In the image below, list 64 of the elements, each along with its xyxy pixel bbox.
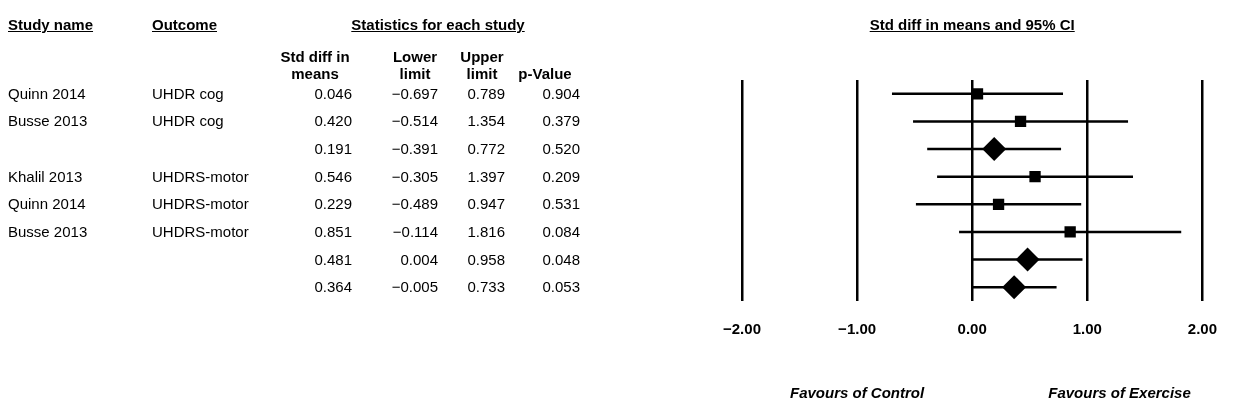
- text: 0.084: [542, 222, 580, 240]
- text: 0.229: [314, 195, 352, 213]
- text: 0.004: [400, 250, 438, 268]
- text: −0.005: [391, 278, 438, 296]
- text: Statistics for each study: [350, 16, 526, 33]
- text: UHDR cog: [152, 112, 224, 130]
- text: 0.046: [314, 84, 352, 102]
- x-tick-label: 0.00: [957, 320, 987, 338]
- text: −0.489: [391, 195, 438, 213]
- text: Quinn 2014: [8, 195, 86, 213]
- text: Std diff in means: [279, 48, 351, 82]
- text: UHDRS-motor: [152, 167, 249, 185]
- text: UHDRS-motor: [152, 222, 249, 240]
- text: 0.048: [542, 250, 580, 268]
- text: Khalil 2013: [8, 167, 83, 185]
- chart-title: Std diff in means and 95% CI: [868, 16, 1076, 33]
- text: 0.364: [314, 278, 352, 296]
- text: 0.947: [467, 195, 505, 213]
- point: [982, 137, 1007, 162]
- text: 0.531: [542, 195, 580, 213]
- text: 0.958: [467, 250, 505, 268]
- text: Lower limit: [391, 48, 439, 82]
- text: −0.391: [391, 140, 438, 158]
- text: Study name: [8, 16, 94, 33]
- text: Busse 2013: [8, 222, 88, 240]
- text: 0.420: [314, 112, 352, 130]
- text: 0.772: [467, 140, 505, 158]
- text: 0.379: [542, 112, 580, 130]
- text: −0.697: [391, 84, 438, 102]
- text: 0.191: [314, 140, 352, 158]
- text: −0.514: [391, 112, 438, 130]
- text: 1.397: [467, 167, 505, 185]
- text: 0.733: [467, 278, 505, 296]
- text: UHDR cog: [152, 84, 224, 102]
- text: UHDRS-motor: [152, 195, 249, 213]
- point: [1064, 226, 1076, 238]
- text: 0.851: [314, 222, 352, 240]
- text: 1.816: [467, 222, 505, 240]
- text: Favours of Control: [790, 384, 925, 401]
- text: Upper limit: [459, 48, 505, 82]
- point: [1002, 275, 1027, 300]
- text: Quinn 2014: [8, 84, 86, 102]
- x-tick-label: 1.00: [1072, 320, 1102, 338]
- x-tick-label: −2.00: [723, 320, 761, 338]
- text: 0.053: [542, 278, 580, 296]
- point: [1015, 247, 1040, 272]
- point: [1014, 115, 1027, 128]
- point: [992, 198, 1005, 210]
- text: 0.546: [314, 167, 352, 185]
- point: [1029, 171, 1041, 183]
- text: p-Value: [517, 65, 573, 82]
- x-tick-label: −1.00: [838, 320, 877, 338]
- x-tick-label: 2.00: [1187, 320, 1217, 338]
- text: 0.904: [542, 84, 580, 102]
- text: Busse 2013: [8, 112, 88, 130]
- text: Outcome: [152, 16, 218, 33]
- text: Favours of Exercise: [1048, 384, 1191, 401]
- text: −0.114: [392, 222, 438, 240]
- text: 1.354: [467, 112, 505, 130]
- text: 0.520: [542, 140, 580, 158]
- text: 0.209: [542, 167, 580, 185]
- text: 0.481: [314, 250, 352, 268]
- text: −0.305: [391, 167, 438, 185]
- text: 0.789: [467, 84, 505, 102]
